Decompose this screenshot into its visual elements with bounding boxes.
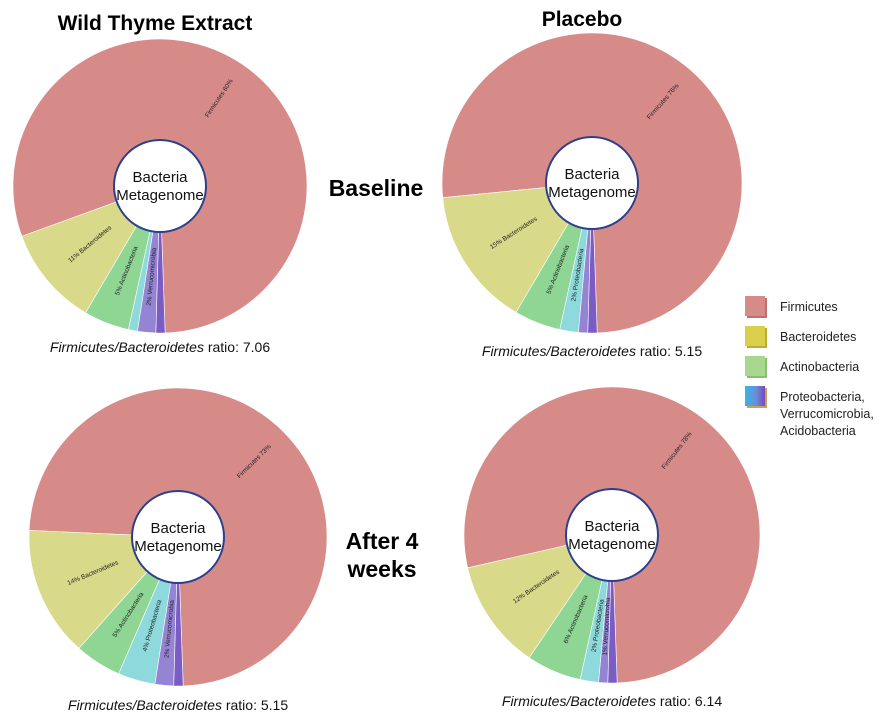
row-title-after-line2: weeks — [346, 556, 416, 582]
ratio-caption-italic: Firmicutes/Bacteroidetes — [482, 343, 636, 359]
ratio-caption-italic: Firmicutes/Bacteroidetes — [50, 339, 204, 355]
ratio-caption-italic: Firmicutes/Bacteroidetes — [68, 697, 222, 713]
row-title-after-line1: After 4 — [346, 528, 419, 554]
center-label-line1: Bacteria — [150, 520, 206, 537]
legend-label: Actinobacteria — [780, 360, 859, 374]
ratio-caption-value: ratio: 6.14 — [656, 693, 722, 709]
column-title-placebo: Placebo — [542, 8, 623, 31]
actinobacteria-swatch-icon — [745, 356, 765, 376]
legend-label: Firmicutes — [780, 300, 838, 314]
ratio-caption: Firmicutes/Bacteroidetes ratio: 6.14 — [502, 693, 722, 709]
center-label-line2: Metagenome — [548, 184, 636, 201]
pie-slice-acidobacteria — [607, 534, 618, 684]
center-circle — [545, 136, 639, 230]
pie-slice-bacteroidetes — [467, 534, 613, 659]
legend-item: Actinobacteria — [745, 356, 859, 378]
ratio-caption: Firmicutes/Bacteroidetes ratio: 5.15 — [482, 343, 702, 359]
other-phyla-swatch-icon — [745, 386, 765, 406]
legend: Firmicutes Bacteroidetes Actinobacteria Pro… — [745, 296, 874, 438]
center-label-line1: Bacteria — [132, 169, 188, 186]
row-title-baseline: Baseline — [329, 175, 424, 201]
legend-label: Bacteroidetes — [780, 330, 856, 344]
center-label-line1: Bacteria — [564, 166, 620, 183]
ratio-caption-value: ratio: 7.06 — [204, 339, 270, 355]
center-label-line2: Metagenome — [568, 536, 656, 553]
bacteroidetes-swatch-icon — [745, 326, 765, 346]
center-circle — [113, 139, 207, 233]
column-title-wild-thyme: Wild Thyme Extract — [58, 12, 253, 35]
legend-label: Proteobacteria, — [780, 390, 865, 404]
ratio-caption-value: ratio: 5.15 — [636, 343, 702, 359]
ratio-caption-value: ratio: 5.15 — [222, 697, 288, 713]
center-circle — [131, 490, 225, 584]
ratio-caption: Firmicutes/Bacteroidetes ratio: 7.06 — [50, 339, 270, 355]
center-label-line2: Metagenome — [116, 187, 204, 204]
legend-item: Bacteroidetes — [745, 326, 856, 348]
pie-slice-bacteroidetes — [442, 182, 593, 313]
legend-item: Proteobacteria, Verrucomicrobia, Acidobact… — [745, 386, 874, 438]
center-circle — [565, 488, 659, 582]
pie-slice-acidobacteria — [173, 536, 184, 687]
legend-label: Verrucomicrobia, — [780, 407, 874, 421]
firmicutes-swatch-icon — [745, 296, 765, 316]
center-label-line2: Metagenome — [134, 538, 222, 555]
pie-slice-acidobacteria — [155, 185, 166, 334]
pie-slice-acidobacteria — [587, 182, 598, 334]
ratio-caption: Firmicutes/Bacteroidetes ratio: 5.15 — [68, 697, 288, 713]
ratio-caption-italic: Firmicutes/Bacteroidetes — [502, 693, 656, 709]
legend-label: Acidobacteria — [780, 424, 856, 438]
slice-label-verrucomicrobia: 1% Verrucomicrobia — [602, 597, 612, 656]
legend-item: Firmicutes — [745, 296, 838, 318]
center-label-line1: Bacteria — [584, 518, 640, 535]
